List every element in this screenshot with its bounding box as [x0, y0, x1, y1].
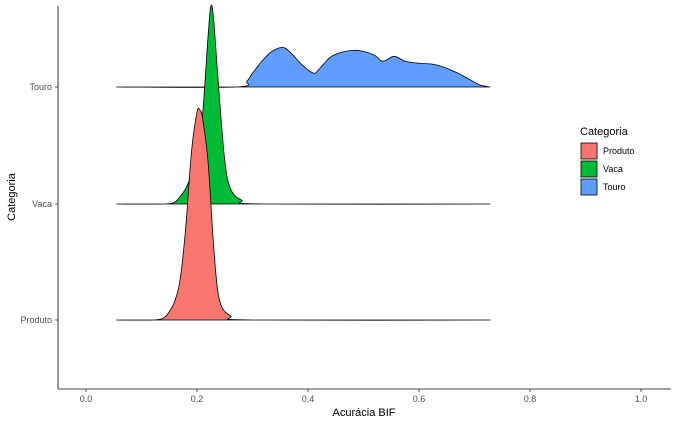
ridges-group [116, 4, 491, 321]
legend-key-touro [580, 178, 598, 196]
ridge-vaca [116, 4, 491, 205]
x-tick-label: 1.0 [635, 394, 648, 404]
x-tick-label: 0.2 [191, 394, 204, 404]
axes-group [57, 6, 671, 390]
legend-label-produto: Produto [603, 146, 635, 156]
legend-label-touro: Touro [603, 182, 626, 192]
x-axis-title: Acurácia BIF [333, 407, 396, 419]
legend-title: Categoria [580, 126, 629, 138]
y-axis-title: Categoria [6, 172, 18, 221]
x-tick-label: 0.4 [302, 394, 315, 404]
ridge-touro [116, 46, 491, 88]
ridge-produto [116, 107, 491, 321]
y-tick-label-produto: Produto [20, 315, 52, 325]
y-tick-label-vaca: Vaca [32, 199, 52, 209]
y-tick-label-touro: Touro [29, 82, 52, 92]
legend-key-vaca [580, 160, 598, 178]
x-tick-label: 0.6 [413, 394, 426, 404]
x-tick-label: 0.0 [80, 394, 93, 404]
legend-key-produto [580, 142, 598, 160]
y-ticks-group: Produto Vaca Touro [20, 82, 58, 325]
legend: Categoria Produto Vaca Touro [580, 126, 635, 196]
legend-items: Produto Vaca Touro [580, 142, 635, 196]
legend-label-vaca: Vaca [603, 164, 623, 174]
x-tick-label: 0.8 [524, 394, 537, 404]
x-ticks-group: 0.0 0.2 0.4 0.6 0.8 1.0 [80, 389, 648, 404]
